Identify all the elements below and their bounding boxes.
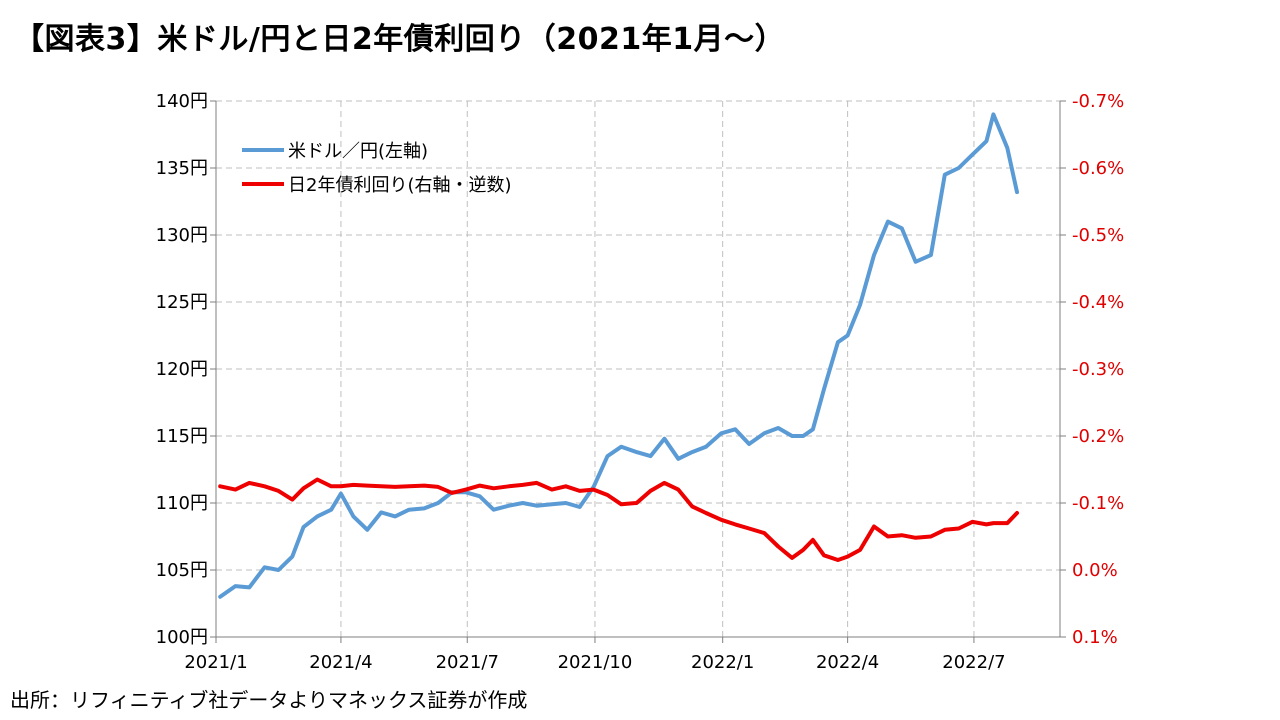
y-left-tick-label: 115円: [156, 426, 208, 447]
y-right-tick-label: -0.6%: [1072, 158, 1124, 179]
y-left-tick-label: 120円: [156, 359, 208, 380]
x-tick-label: 2022/7: [942, 652, 1005, 673]
jgb2y-line: [218, 477, 1019, 562]
y-right-tick-label: -0.3%: [1072, 359, 1124, 380]
legend: 米ドル／円(左軸) 日2年債利回り(右軸・逆数): [242, 141, 512, 196]
x-tick-label: 2021/4: [309, 652, 372, 673]
y-right-tick-label: -0.4%: [1072, 292, 1124, 313]
chart-title: 【図表3】米ドル/円と日2年債利回り（2021年1月～）: [14, 22, 786, 57]
y-right-tick-label: -0.5%: [1072, 225, 1124, 246]
y-right-tick-label: -0.1%: [1072, 493, 1124, 514]
usdjpy-line: [218, 112, 1019, 599]
x-tick-label: 2022/1: [691, 652, 754, 673]
x-tick-label: 2021/1: [184, 652, 247, 673]
y-left-tick-label: 135円: [156, 158, 208, 179]
y-left-tick-label: 125円: [156, 292, 208, 313]
y-left-tick-label: 100円: [156, 627, 208, 648]
x-tick-label: 2022/4: [816, 652, 879, 673]
legend-label: 米ドル／円(左軸): [288, 141, 428, 162]
y-left-tick-label: 140円: [156, 91, 208, 112]
y-right-tick-label: 0.1%: [1072, 627, 1118, 648]
x-tick-label: 2021/7: [436, 652, 499, 673]
y-right-tick-label: 0.0%: [1072, 560, 1118, 581]
y-right-tick-label: -0.7%: [1072, 91, 1124, 112]
y-right-tick-label: -0.2%: [1072, 426, 1124, 447]
y-left-tick-label: 105円: [156, 560, 208, 581]
y-left-tick-label: 130円: [156, 225, 208, 246]
legend-label: 日2年債利回り(右軸・逆数): [288, 175, 512, 196]
y-left-tick-label: 110円: [156, 493, 208, 514]
x-tick-label: 2021/10: [558, 652, 633, 673]
source-note: 出所：リフィニティブ社データよりマネックス証券が作成: [10, 688, 528, 712]
